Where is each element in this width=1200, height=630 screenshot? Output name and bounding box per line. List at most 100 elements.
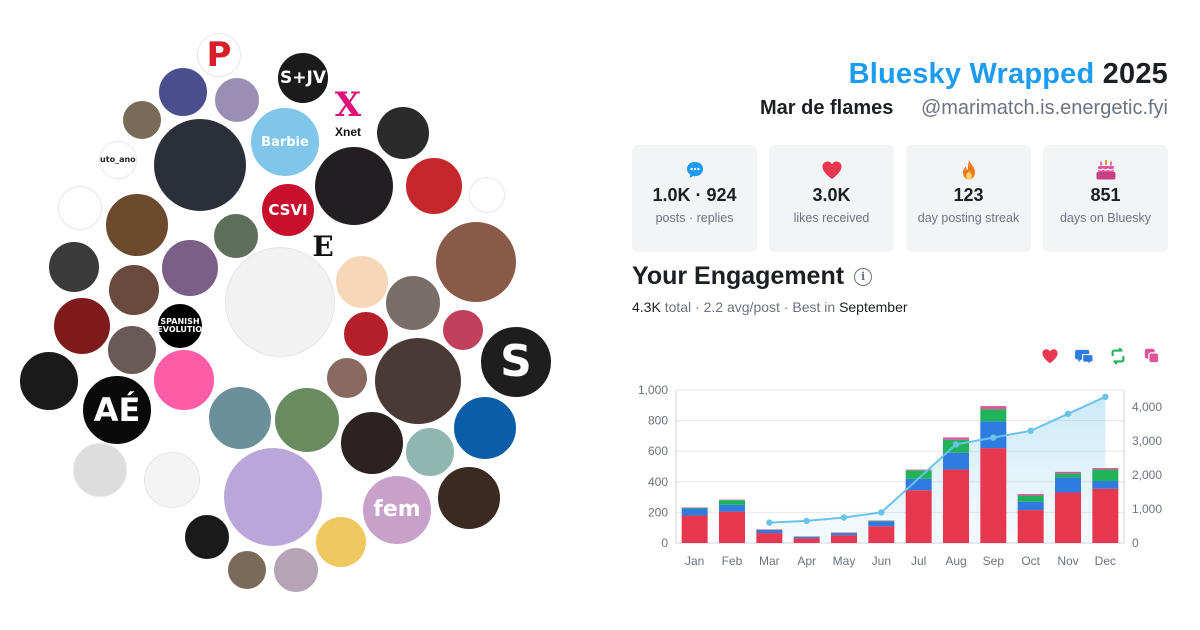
x-tick-apr: Apr	[797, 554, 816, 568]
bar-segment-dec-0	[1092, 488, 1119, 543]
y-tick-left: 1,000	[638, 383, 668, 397]
avatar	[469, 177, 505, 213]
cumulative-point	[878, 509, 885, 516]
avatar: fem	[361, 474, 433, 546]
bar-segment-jan-0	[681, 515, 708, 543]
y-tick-left: 800	[648, 414, 668, 428]
avatar	[339, 410, 405, 476]
avatar	[106, 324, 158, 376]
cumulative-point	[840, 514, 848, 521]
days-value: 851	[1090, 185, 1121, 205]
avatar	[144, 452, 200, 508]
bar-segment-dec-1	[1092, 481, 1119, 489]
avatar	[157, 66, 209, 118]
bar-segment-jun-0	[868, 526, 895, 543]
avatar	[436, 465, 502, 531]
bar-segment-jun-2	[868, 520, 895, 522]
bar-segment-jul-1	[905, 478, 932, 491]
y-tick-right: 0	[1132, 536, 1139, 550]
avatar	[18, 350, 80, 412]
avatar	[373, 336, 463, 426]
stat-card-streak: 123 day posting streak	[906, 145, 1031, 252]
info-icon[interactable]: i	[854, 267, 873, 286]
cumulative-point	[1064, 410, 1072, 417]
bar-segment-jul-3	[905, 469, 932, 471]
user-handle: @marimatch.is.energetic.fyi	[920, 97, 1168, 119]
avatar	[107, 263, 161, 317]
engagement-title-text: Your Engagement	[632, 262, 845, 290]
display-name: Mar de flames	[760, 97, 894, 119]
bar-segment-dec-2	[1092, 469, 1119, 482]
avatar	[222, 446, 324, 548]
legend-quotes-toggle[interactable]	[1142, 346, 1162, 366]
avatar-logo: E	[312, 230, 334, 263]
legend-replies-toggle[interactable]	[1074, 346, 1094, 366]
bar-segment-mar-0	[756, 533, 783, 543]
x-tick-jul: Jul	[911, 554, 926, 568]
engagement-best-prefix: Best in	[792, 299, 836, 315]
legend-reposts-toggle[interactable]	[1108, 346, 1128, 366]
avatar	[104, 192, 170, 258]
y-tick-left: 600	[648, 444, 668, 458]
cumulative-point	[1027, 427, 1034, 434]
bar-segment-apr-3	[793, 536, 820, 537]
avatar	[213, 76, 261, 124]
bar-segment-sep-0	[980, 448, 1007, 543]
bar-segment-feb-2	[719, 500, 745, 505]
avatar	[183, 513, 231, 561]
avatar	[160, 238, 220, 298]
avatar: CSVI	[260, 182, 316, 238]
bar-segment-aug-3	[943, 437, 969, 440]
chart-legend	[1040, 346, 1162, 366]
bar-segment-oct-0	[1017, 510, 1044, 543]
stat-card-posts: 1.0K · 924 posts · replies	[632, 145, 757, 252]
engagement-title: Your Engagement i	[632, 262, 873, 291]
bar-segment-mar-1	[756, 529, 783, 534]
bar-segment-jan-1	[681, 508, 708, 516]
avatar: S	[479, 325, 553, 399]
engagement-total: 4.3K	[632, 299, 661, 315]
y-tick-right: 1,000	[1132, 502, 1162, 516]
avatar-label: P	[206, 35, 232, 75]
avatar-cluster: P S+JV Barbie auto_anon CSVI SPANISH REVOLUTI…	[18, 33, 553, 594]
bar-segment-feb-0	[719, 511, 745, 543]
legend-likes-toggle[interactable]	[1040, 346, 1060, 366]
quote-icon	[1144, 348, 1160, 364]
heart-icon	[769, 159, 894, 181]
avatar	[441, 308, 485, 352]
profile-line: Mar de flames @marimatch.is.energetic.fy…	[760, 97, 1168, 120]
repost-icon	[1111, 347, 1125, 365]
bar-segment-nov-2	[1055, 473, 1081, 478]
bar-segment-jun-3	[868, 520, 895, 522]
app-title: Bluesky Wrapped 2025	[760, 58, 1168, 91]
avatar: P	[197, 33, 241, 77]
x-tick-sep: Sep	[983, 554, 1005, 568]
bar-segment-oct-2	[1017, 495, 1044, 502]
x-tick-dec: Dec	[1095, 554, 1116, 568]
bar-segment-nov-3	[1055, 471, 1081, 474]
avatar	[152, 348, 216, 412]
avatar	[58, 186, 102, 230]
x-tick-jan: Jan	[685, 554, 704, 568]
x-tick-aug: Aug	[945, 554, 966, 568]
bar-segment-jun-1	[868, 521, 895, 527]
bar-segment-apr-0	[793, 538, 820, 543]
avatar	[375, 105, 431, 161]
avatar	[225, 247, 335, 357]
likes-value: 3.0K	[812, 185, 851, 205]
likes-label: likes received	[793, 211, 870, 225]
avatar	[313, 145, 395, 227]
avatar	[273, 386, 341, 454]
bar-segment-oct-3	[1017, 494, 1044, 496]
avatar	[52, 296, 112, 356]
x-tick-may: May	[833, 554, 856, 568]
engagement-chart: 0 200 400 600 800 1,000 0 1,000 2,000 3,000 4,000 J…	[638, 383, 1162, 568]
avatar	[404, 156, 464, 216]
avatar	[342, 310, 390, 358]
x-tick-mar: Mar	[759, 554, 780, 568]
bar-segment-sep-2	[980, 409, 1007, 422]
avatar-logo: Xnet	[334, 125, 361, 139]
cumulative-point	[803, 517, 810, 525]
stat-card-days: 851 days on Bluesky	[1043, 145, 1168, 252]
brand-name: Bluesky Wrapped	[848, 58, 1095, 90]
